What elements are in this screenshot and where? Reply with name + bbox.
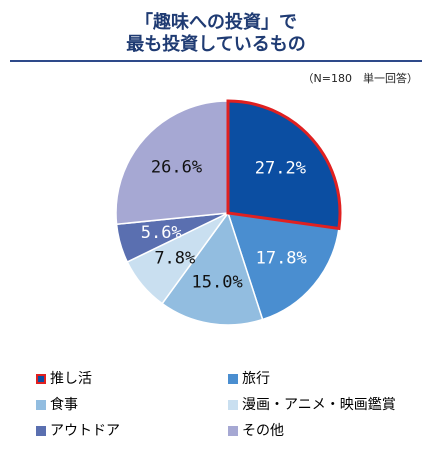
title-line-2: 最も投資しているもの: [126, 34, 306, 55]
pie-slice: [161, 211, 264, 326]
title-line-1: 「趣味への投資」で: [135, 12, 297, 33]
chart-title: 「趣味への投資」で 最も投資しているもの: [0, 12, 432, 56]
slice-label: 15.0%: [192, 273, 243, 293]
slice-label: 5.6%: [141, 223, 182, 243]
pie-slice: [226, 212, 340, 321]
slice-label: 26.6%: [151, 157, 202, 177]
slice-label: 27.2%: [255, 158, 306, 178]
pie-slice: [115, 100, 229, 226]
highlight-outline: [226, 99, 342, 231]
slice-label: 17.8%: [256, 249, 307, 269]
sample-note: （N=180 単一回答）: [302, 72, 418, 85]
slice-label: 7.8%: [154, 249, 195, 269]
title-divider: [10, 60, 422, 62]
